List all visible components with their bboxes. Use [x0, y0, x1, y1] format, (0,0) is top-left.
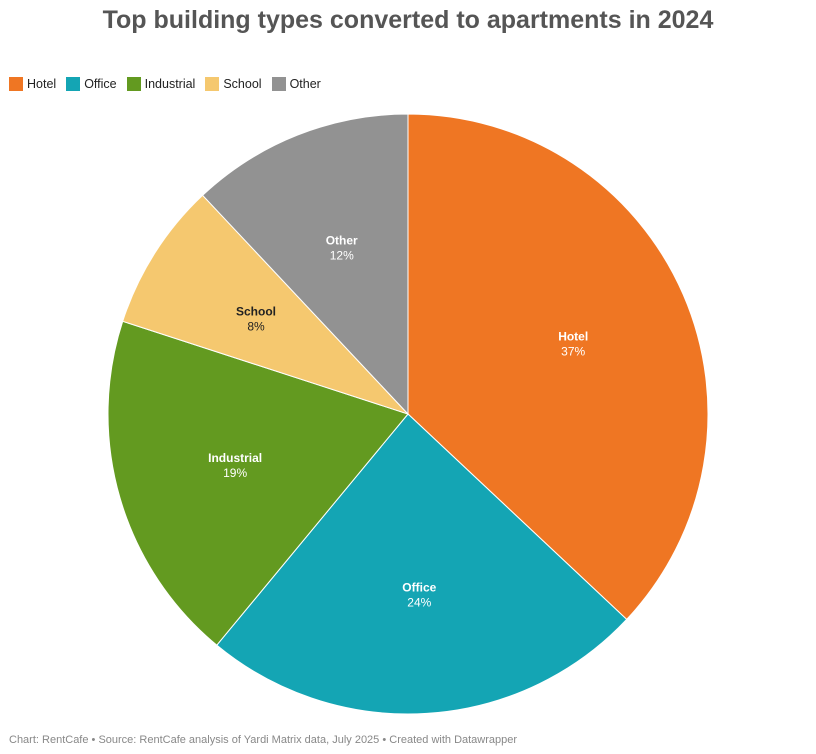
chart-legend: Hotel Office Industrial School Other — [9, 77, 331, 91]
legend-label: Industrial — [144, 77, 196, 91]
legend-item-office: Office — [66, 77, 117, 91]
slice-value-other: 12% — [330, 249, 354, 263]
legend-label: Other — [289, 77, 321, 91]
chart-footer: Chart: RentCafe • Source: RentCafe analy… — [9, 734, 518, 746]
legend-item-school: School — [205, 77, 262, 91]
pie-slice-school — [122, 194, 409, 415]
legend-swatch — [9, 77, 23, 91]
legend-swatch — [66, 77, 81, 91]
legend-item-other: Other — [271, 77, 321, 91]
legend-label: Office — [84, 77, 117, 91]
pie-slice-other — [201, 113, 409, 416]
legend-label: School — [223, 77, 262, 91]
slice-value-school: 8% — [247, 320, 265, 334]
slice-label-school: School — [236, 305, 276, 319]
chart-title: Top building types converted to apartmen… — [102, 6, 714, 34]
slice-label-other: Other — [326, 234, 358, 248]
legend-label: Hotel — [27, 77, 57, 91]
slice-value-hotel: 37% — [561, 345, 585, 359]
slice-value-industrial: 19% — [223, 466, 247, 480]
pie-slice-office — [216, 413, 628, 715]
slice-label-industrial: Industrial — [208, 451, 262, 465]
legend-item-hotel: Hotel — [9, 77, 56, 91]
slice-label-hotel: Hotel — [558, 330, 588, 344]
legend-swatch — [271, 77, 286, 91]
slice-value-office: 24% — [407, 596, 431, 610]
legend-item-industrial: Industrial — [126, 77, 196, 91]
legend-swatch — [126, 77, 141, 91]
legend-swatch — [205, 77, 220, 91]
pie-slice-hotel — [407, 113, 709, 621]
slice-label-office: Office — [402, 581, 436, 595]
pie-slice-industrial — [107, 320, 409, 646]
